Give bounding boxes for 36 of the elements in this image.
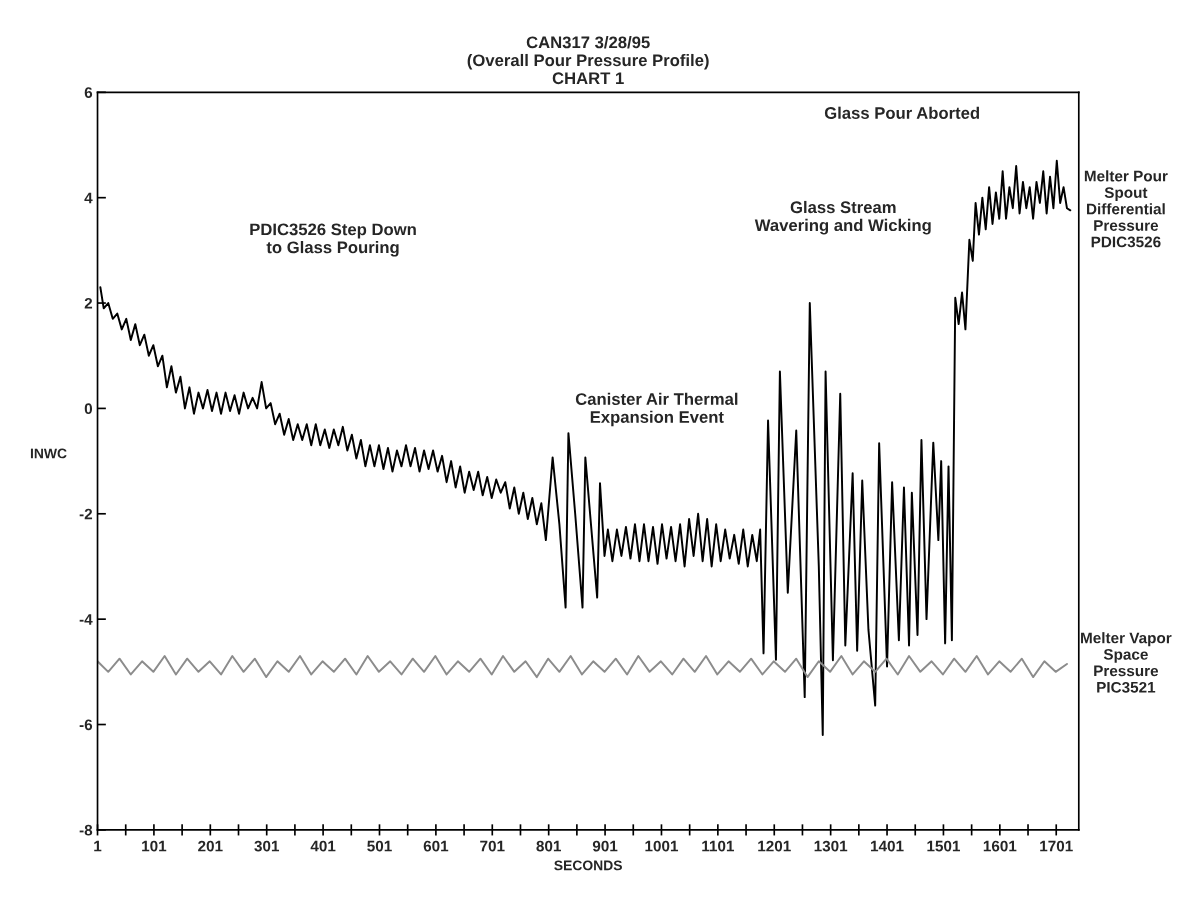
x-tick-label: 1101	[702, 840, 735, 852]
y-tick-label: 6	[84, 87, 93, 98]
x-tick-label: 201	[198, 840, 223, 852]
annotation: Glass Stream Wavering and Wicking	[754, 200, 931, 235]
x-tick-label: 1701	[1040, 840, 1073, 852]
x-tick-label: 301	[254, 840, 280, 852]
x-tick-label: 501	[367, 840, 392, 852]
annotation: Glass Pour Aborted	[824, 106, 980, 119]
y-tick-label: -6	[79, 719, 93, 731]
chart-title: CAN317 3/28/95 (Overall Pour Pressure Profile) CHART 1	[467, 35, 709, 85]
x-tick-label: 801	[536, 840, 561, 852]
y-tick-label: 4	[84, 192, 93, 204]
y-tick-label: -2	[79, 508, 93, 520]
annotation: PDIC3526 Step Down to Glass Pouring	[250, 223, 416, 257]
y-tick-label: 0	[84, 403, 93, 415]
x-tick-label: 1401	[871, 840, 904, 852]
y-axis-title: INWC	[30, 448, 67, 459]
x-tick-label: 101	[142, 840, 167, 852]
x-tick-label: 901	[592, 840, 618, 852]
line-series	[97, 655, 1068, 679]
x-tick-label: 1201	[758, 840, 791, 852]
x-tick-label: 601	[423, 840, 449, 852]
x-tick-label: 1501	[927, 840, 961, 852]
x-tick-label: 1301	[814, 840, 848, 852]
y-tick-label: 2	[84, 297, 93, 309]
x-axis-title: SECONDS	[554, 860, 622, 871]
y-tick-label: -4	[79, 614, 93, 625]
annotation: Canister Air Thermal Expansion Event	[575, 392, 738, 427]
x-tick-label: 401	[310, 840, 336, 852]
series-label: Melter Pour Spout Differential Pressure PDIC3526	[1084, 170, 1168, 248]
y-tick-label: -8	[79, 824, 93, 836]
x-tick-label: 701	[480, 840, 505, 852]
x-tick-label: 1	[94, 840, 102, 852]
x-tick-label: 1001	[645, 840, 679, 852]
x-tick-label: 1601	[983, 840, 1017, 852]
series-label: Melter Vapor Space Pressure PIC3521	[1081, 632, 1172, 693]
